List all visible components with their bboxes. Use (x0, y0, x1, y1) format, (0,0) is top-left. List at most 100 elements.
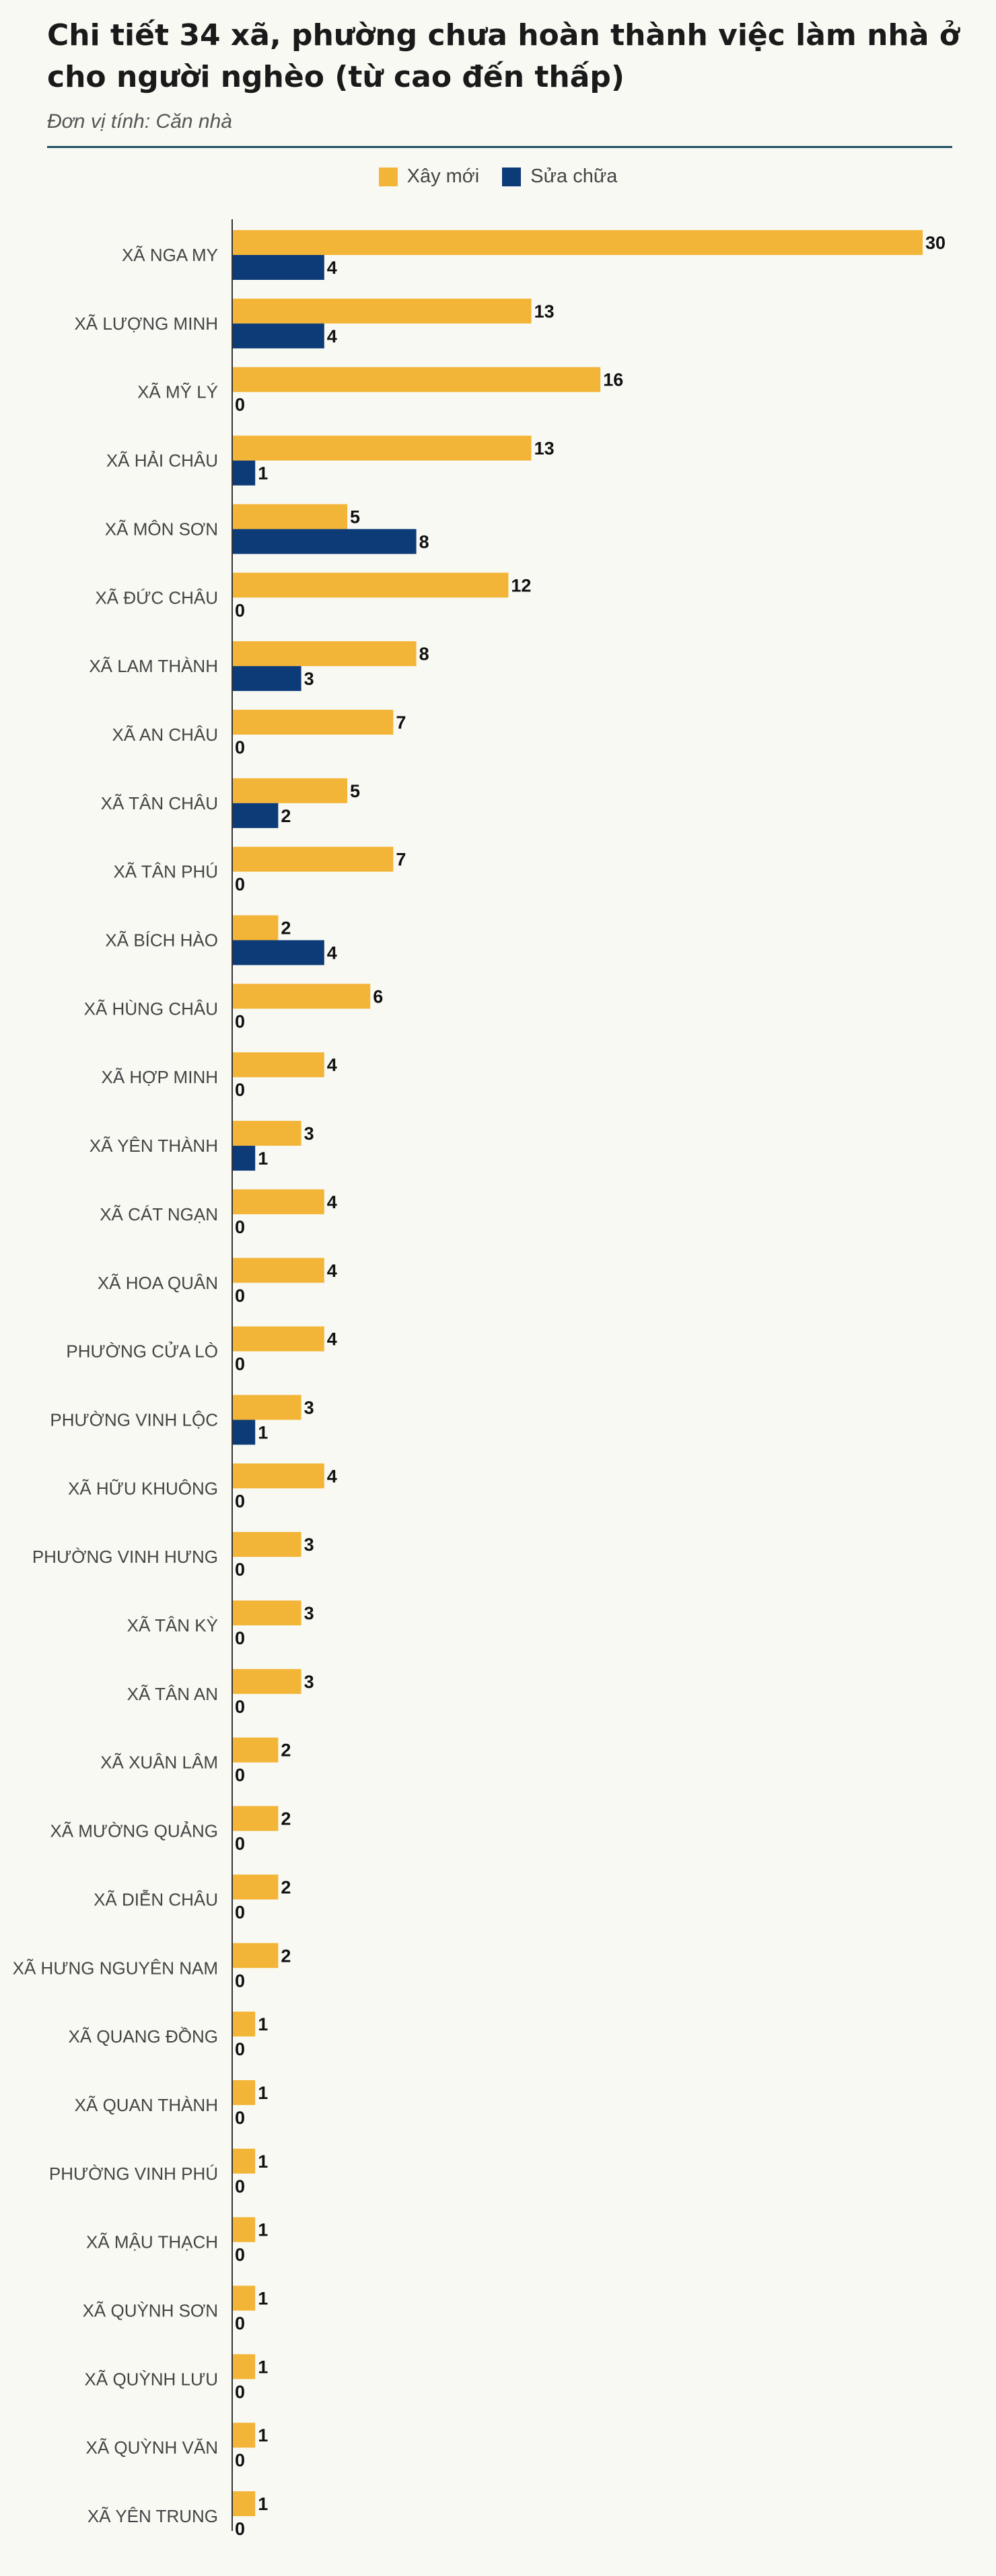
value-label-new: 3 (304, 1124, 314, 1144)
bar-new (232, 1943, 279, 1968)
value-label-repair: 0 (235, 737, 245, 758)
bar-group: XÃ HỮU KHUÔNG 4 0 (68, 1463, 337, 1511)
bar-new (232, 435, 532, 461)
bar-new (232, 367, 601, 392)
value-label-new: 13 (534, 301, 555, 322)
bar-new (232, 1532, 301, 1557)
value-label-repair: 0 (235, 2450, 245, 2470)
bar-group: XÃ TÂN AN 3 0 (127, 1668, 314, 1717)
category-label: XÃ HẢI CHÂU (106, 451, 218, 471)
bar-group: PHƯỜNG VINH LỘC 3 1 (50, 1395, 314, 1445)
bar-group: XÃ HẢI CHÂU 13 1 (106, 435, 555, 486)
category-label: XÃ HOA QUÂN (98, 1273, 218, 1293)
bar-new (232, 709, 394, 735)
bar-new (232, 1121, 301, 1146)
category-label: XÃ TÂN PHÚ (113, 862, 218, 882)
value-label-repair: 4 (327, 943, 337, 963)
category-label: XÃ NGA MY (122, 245, 218, 265)
value-label-repair: 8 (419, 531, 429, 552)
value-label-repair: 0 (235, 2108, 245, 2128)
category-label: XÃ MỸ LÝ (137, 382, 218, 402)
category-label: XÃ DIỄN CHÂU (94, 1889, 218, 1909)
value-label-repair: 0 (235, 1971, 245, 1991)
bar-new (232, 984, 371, 1009)
legend-item-new[interactable]: Xây mới (378, 165, 480, 188)
bar-repair (232, 460, 256, 486)
category-label: PHƯỜNG VINH PHÚ (49, 2164, 218, 2184)
value-label-new: 2 (281, 1809, 291, 1829)
value-label-new: 1 (258, 2151, 268, 2172)
legend-swatch-repair (502, 167, 522, 186)
value-label-new: 3 (304, 1535, 314, 1555)
bar-new (232, 1463, 324, 1489)
bar-group: XÃ QUỲNH LƯU 10 (85, 2354, 268, 2402)
category-label: XÃ QUANG ĐỒNG (69, 2026, 218, 2047)
bar-new (232, 504, 347, 529)
legend-item-repair[interactable]: Sửa chữa (502, 165, 617, 188)
value-label-new: 7 (396, 850, 406, 870)
bar-group: XÃ LƯỢNG MINH 13 4 (74, 298, 555, 348)
value-label-new: 3 (304, 1397, 314, 1418)
category-label: PHƯỜNG VINH LỘC (50, 1409, 218, 1430)
bar-group: XÃ AN CHÂU 7 0 (112, 709, 406, 758)
value-label-repair: 0 (235, 1011, 245, 1031)
category-label: XÃ XUÂN LÂM (100, 1753, 218, 1773)
value-label-new: 5 (350, 781, 360, 801)
bar-new (232, 1326, 324, 1352)
value-label-repair: 4 (327, 326, 337, 346)
value-label-new: 1 (258, 2425, 268, 2445)
bar-group: XÃ YÊN TRUNG 10 (87, 2491, 268, 2539)
category-label: XÃ AN CHÂU (112, 725, 219, 745)
value-label-repair: 1 (258, 1422, 268, 1442)
bar-group: XÃ QUANG ĐỒNG 10 (69, 2012, 268, 2059)
category-label: XÃ YÊN THÀNH (90, 1136, 218, 1156)
value-label-repair: 0 (235, 1834, 245, 1854)
bar-group: XÃ QUỲNH SƠN 10 (83, 2285, 268, 2334)
value-label-repair: 1 (258, 1148, 268, 1169)
category-label: XÃ QUỲNH VĂN (86, 2437, 219, 2458)
chart-legend: Xây mới Sửa chữa (0, 165, 996, 188)
bar-new (232, 2148, 256, 2174)
value-label-new: 12 (511, 575, 531, 595)
value-label-new: 16 (603, 370, 623, 390)
bar-new (232, 641, 417, 667)
bar-group: XÃ MƯỜNG QUẢNG 2 0 (50, 1806, 291, 1854)
bar-new (232, 2285, 256, 2311)
bar-group: PHƯỜNG VINH HƯNG 3 0 (32, 1532, 314, 1580)
value-label-repair: 0 (235, 1354, 245, 1374)
bar-new (232, 298, 532, 324)
category-label: XÃ LƯỢNG MINH (74, 314, 218, 334)
bar-group: XÃ XUÂN LÂM 2 0 (100, 1737, 291, 1786)
category-label: XÃ MẬU THẠCH (86, 2232, 218, 2252)
value-label-repair: 1 (258, 464, 268, 484)
legend-label-new: Xây mới (406, 165, 480, 187)
legend-label-repair: Sửa chữa (530, 165, 618, 187)
category-label: XÃ TÂN CHÂU (101, 793, 218, 813)
bar-new (232, 1806, 279, 1831)
bar-group: XÃ YÊN THÀNH 3 1 (90, 1121, 314, 1171)
value-label-new: 8 (419, 644, 429, 664)
value-label-repair: 0 (235, 1286, 245, 1306)
bar-new (232, 2423, 256, 2448)
value-label-repair: 0 (235, 2039, 245, 2059)
category-label: XÃ TÂN KỲ (127, 1615, 218, 1635)
bar-group: XÃ NGA MY 30 4 (122, 230, 946, 280)
bar-group: XÃ MẬU THẠCH 10 (86, 2217, 268, 2265)
value-label-repair: 0 (235, 1697, 245, 1717)
value-label-new: 1 (258, 2083, 268, 2103)
value-label-new: 30 (925, 233, 946, 253)
value-label-repair: 0 (235, 875, 245, 895)
category-label: XÃ MƯỜNG QUẢNG (50, 1821, 218, 1841)
category-label: XÃ ĐỨC CHÂU (95, 587, 218, 608)
value-label-new: 1 (258, 2220, 268, 2240)
bar-group: XÃ MÔN SƠN 5 8 (105, 504, 429, 554)
bar-repair (232, 803, 279, 828)
bar-new (232, 2491, 256, 2517)
value-label-new: 4 (327, 1192, 337, 1212)
value-label-new: 5 (350, 507, 360, 527)
bar-new (232, 2012, 256, 2037)
bar-group: XÃ TÂN PHÚ 7 0 (113, 846, 406, 895)
bar-new (232, 1668, 301, 1694)
